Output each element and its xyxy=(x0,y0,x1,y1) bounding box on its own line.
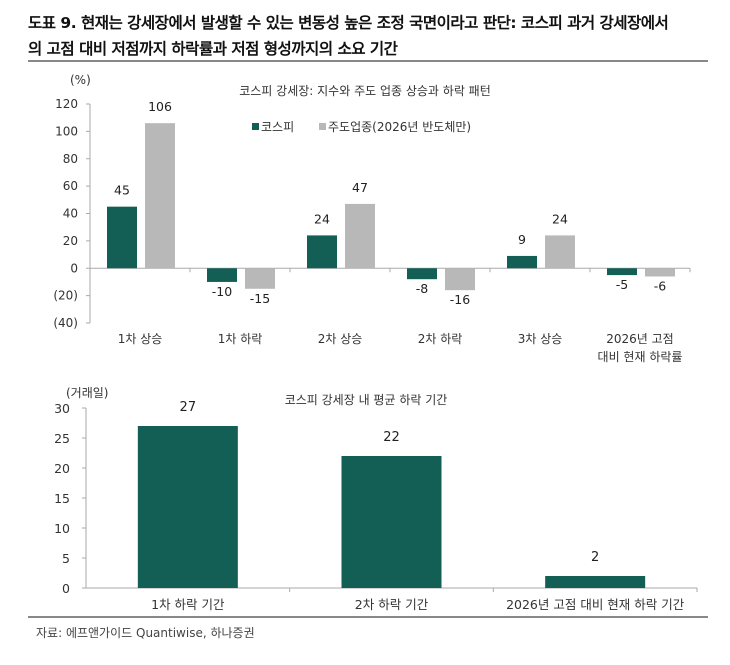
data-label: 2 xyxy=(591,550,599,565)
bar-sector xyxy=(145,123,175,269)
x-tick-label: 2차 하락 xyxy=(418,332,463,346)
bar-kospi xyxy=(307,235,337,269)
legend-label-kospi: 코스피 xyxy=(261,120,294,134)
y-tick-label: 15 xyxy=(54,491,70,506)
bottom-divider xyxy=(28,616,708,618)
data-label: 27 xyxy=(180,400,197,415)
data-label: 45 xyxy=(114,183,130,198)
bar-sector xyxy=(445,268,475,291)
data-label: 22 xyxy=(383,430,400,445)
y-axis-unit: (%) xyxy=(70,73,91,87)
top-divider xyxy=(28,60,708,62)
figure-title-line2: 의 고점 대비 저점까지 하락률과 저점 형성까지의 소요 기간 xyxy=(28,40,398,58)
bar-kospi xyxy=(137,426,238,588)
bar-sector xyxy=(345,203,375,269)
y-tick-label: 5 xyxy=(62,551,70,566)
y-tick-label: 0 xyxy=(70,261,78,275)
bar-sector xyxy=(545,235,575,269)
y-tick-label: 30 xyxy=(54,401,70,416)
y-axis-unit: (거래일) xyxy=(66,386,108,400)
data-label: 47 xyxy=(352,180,368,195)
data-label: 24 xyxy=(552,211,568,226)
bar-kospi xyxy=(507,255,537,269)
figure-title-line1: 도표 9. 현재는 강세장에서 발생할 수 있는 변동성 높은 조정 국면이라고… xyxy=(28,14,669,32)
x-tick-label: 대비 현재 하락률 xyxy=(598,350,683,364)
y-tick-label: 100 xyxy=(55,124,78,138)
y-tick-label: 80 xyxy=(63,152,78,166)
x-tick-label: 1차 하락 기간 xyxy=(151,597,225,612)
bar-kospi xyxy=(107,206,137,269)
bar-kospi xyxy=(545,576,646,588)
y-tick-label: (20) xyxy=(53,289,78,303)
x-tick-label: 1차 하락 xyxy=(218,332,263,346)
data-label: -10 xyxy=(212,284,232,299)
legend-swatch-sector xyxy=(319,123,326,130)
x-tick-label: 2차 하락 기간 xyxy=(355,597,429,612)
data-label: -5 xyxy=(616,277,628,292)
data-label: 24 xyxy=(314,211,330,226)
y-tick-label: 10 xyxy=(54,521,70,536)
data-label: 9 xyxy=(518,232,526,247)
x-tick-label: 3차 상승 xyxy=(518,332,563,346)
y-tick-label: 25 xyxy=(54,431,70,446)
legend-swatch-kospi xyxy=(252,123,259,130)
chart-title: 코스피 강세장: 지수와 주도 업종 상승과 하락 패턴 xyxy=(239,84,491,98)
data-label: -15 xyxy=(250,291,270,306)
bar-sector xyxy=(245,268,275,289)
bar-kospi xyxy=(207,268,237,282)
x-tick-label: 2026년 고점 대비 현재 하락 기간 xyxy=(506,597,685,612)
data-label: -6 xyxy=(654,278,667,293)
bar-kospi xyxy=(407,268,437,280)
chart-title: 코스피 강세장 내 평균 하락 기간 xyxy=(285,393,448,407)
y-tick-label: 20 xyxy=(63,234,78,248)
x-tick-label: 2차 상승 xyxy=(318,332,363,346)
y-tick-label: 20 xyxy=(54,461,70,476)
bar-sector xyxy=(645,268,675,277)
bar-kospi xyxy=(341,456,442,588)
legend-label-sector: 주도업종(2026년 반도체만) xyxy=(328,120,471,134)
y-tick-label: (40) xyxy=(53,316,78,330)
y-tick-label: 0 xyxy=(62,581,70,596)
chart-market-patterns: (%) 코스피 강세장: 지수와 주도 업종 상승과 하락 패턴 120 100 80 6… xyxy=(53,73,691,364)
source-note: 자료: 에프앤가이드 Quantiwise, 하나증권 xyxy=(36,626,255,640)
x-tick-label: 2026년 고점 xyxy=(606,332,673,346)
data-label: -16 xyxy=(450,292,470,307)
y-tick-label: 40 xyxy=(63,207,78,221)
y-tick-label: 120 xyxy=(55,97,78,111)
bar-kospi xyxy=(607,268,637,276)
y-tick-label: 60 xyxy=(63,179,78,193)
x-tick-label: 1차 상승 xyxy=(118,332,163,346)
data-label: 106 xyxy=(148,99,172,114)
data-label: -8 xyxy=(416,281,429,296)
